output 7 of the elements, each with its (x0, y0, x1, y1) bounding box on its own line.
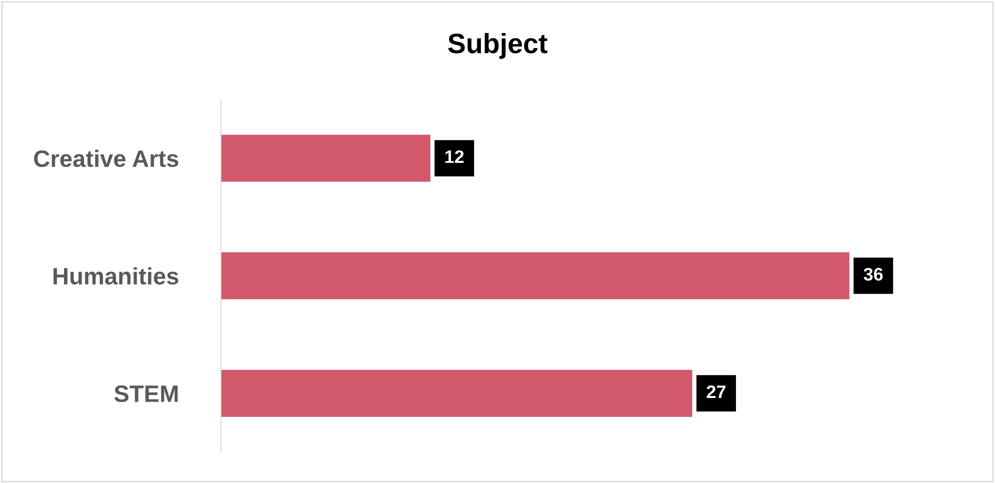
y-tick-label: STEM (114, 385, 178, 402)
data-label: 27 (706, 385, 726, 398)
y-tick-label: Humanities (54, 267, 178, 285)
data-label: 12 (445, 150, 464, 163)
data-label: 36 (864, 268, 883, 281)
y-tick-label: Creative Arts (34, 150, 178, 168)
chart-title: Subject (448, 32, 548, 59)
